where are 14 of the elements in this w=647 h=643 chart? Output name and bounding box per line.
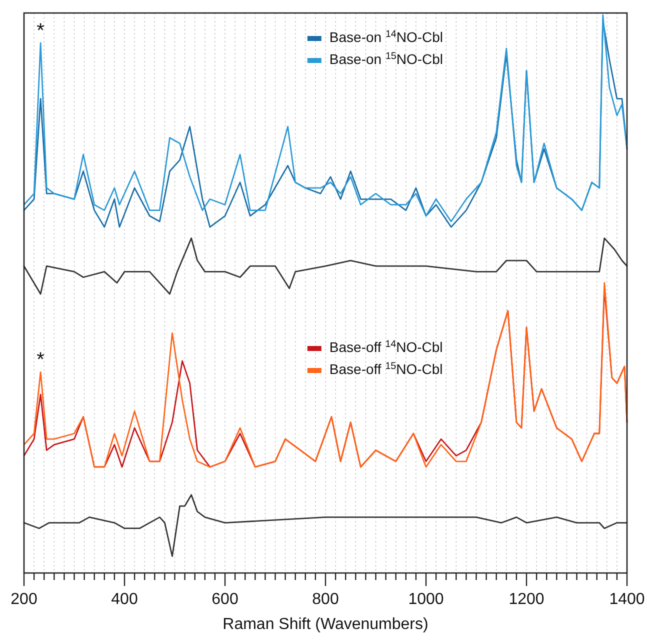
legend-label: Base-off $^{14}$NO-Cbl (329, 338, 443, 355)
x-tick-label: 1000 (408, 591, 444, 608)
x-tick-label: 600 (212, 591, 238, 608)
legend-label: Base-off $^{15}$NO-Cbl (329, 360, 443, 377)
legend-label: Base-on $^{14}$NO-Cbl (329, 28, 444, 45)
x-tick-label: 800 (312, 591, 339, 608)
legend-label: Base-on $^{15}$NO-Cbl (329, 50, 444, 67)
x-tick-label: 200 (10, 591, 38, 608)
annotation: * (36, 20, 45, 42)
x-tick-label: 400 (111, 591, 138, 608)
annotation: * (36, 349, 45, 372)
x-axis-title: Raman Shift (Wavenumbers) (222, 616, 428, 633)
x-tick-label: 1400 (609, 591, 645, 608)
x-tick-label: 1200 (508, 591, 544, 608)
